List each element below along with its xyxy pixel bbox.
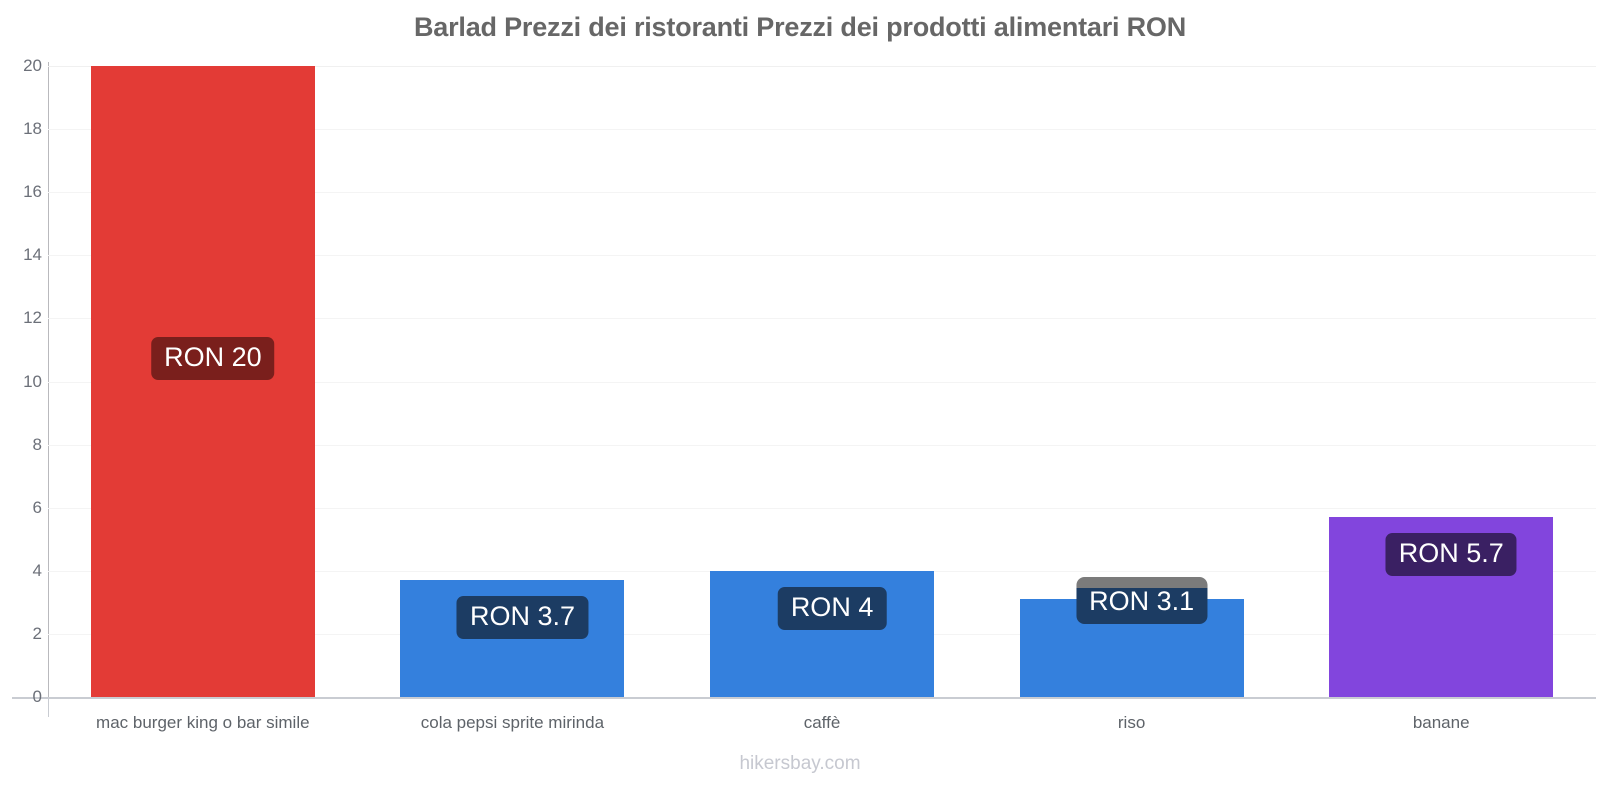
- x-axis-tick-label: caffè: [803, 713, 841, 732]
- gridline: [48, 507, 1596, 509]
- x-axis-tick-label: cola pepsi sprite mirinda: [420, 713, 605, 732]
- y-axis-tick-label: 12: [23, 308, 42, 328]
- y-axis-tick-label: 16: [23, 182, 42, 202]
- y-axis-tick-label: 18: [23, 119, 42, 139]
- bar-value-label: RON 4: [777, 586, 887, 630]
- y-axis-tick-label: 0: [32, 687, 42, 706]
- gridline: [48, 381, 1596, 383]
- y-axis-tick-label: 14: [23, 245, 42, 265]
- chart-title: Barlad Prezzi dei ristoranti Prezzi dei …: [413, 12, 1187, 42]
- y-axis-tick-mark: [48, 699, 49, 717]
- gridline: [48, 255, 1596, 257]
- gridline: [48, 129, 1596, 131]
- y-axis-tick-label: 10: [23, 371, 42, 391]
- x-axis-tick-label: riso: [1117, 713, 1146, 732]
- gridline: [48, 318, 1596, 320]
- y-axis-tick-label: 8: [32, 434, 42, 454]
- footer-credit: hikersbay.com: [739, 753, 861, 774]
- x-axis-tick-label: mac burger king o bar simile: [96, 713, 310, 732]
- gridline: [48, 66, 1596, 67]
- bar-value-label: RON 3.1: [1076, 577, 1208, 625]
- bar[interactable]: [90, 66, 315, 697]
- bar-value-label: RON 3.7: [456, 596, 589, 640]
- y-axis-tick-label: 2: [32, 623, 42, 643]
- gridline: [48, 444, 1596, 446]
- y-axis-tick-label: 4: [32, 560, 42, 580]
- bar-value-label: RON 20: [151, 337, 275, 381]
- bar-value-label: RON 5.7: [1385, 533, 1517, 577]
- x-axis-line: [12, 697, 1596, 699]
- gridline: [48, 192, 1596, 194]
- plot-area: RON 20 RON 3.7 RON 4 RON 3.1 RON 5.7: [48, 66, 1596, 697]
- x-axis-tick-label: banane: [1412, 713, 1470, 732]
- y-axis-tick-label: 6: [32, 497, 42, 517]
- y-axis-tick-label: 20: [23, 56, 42, 75]
